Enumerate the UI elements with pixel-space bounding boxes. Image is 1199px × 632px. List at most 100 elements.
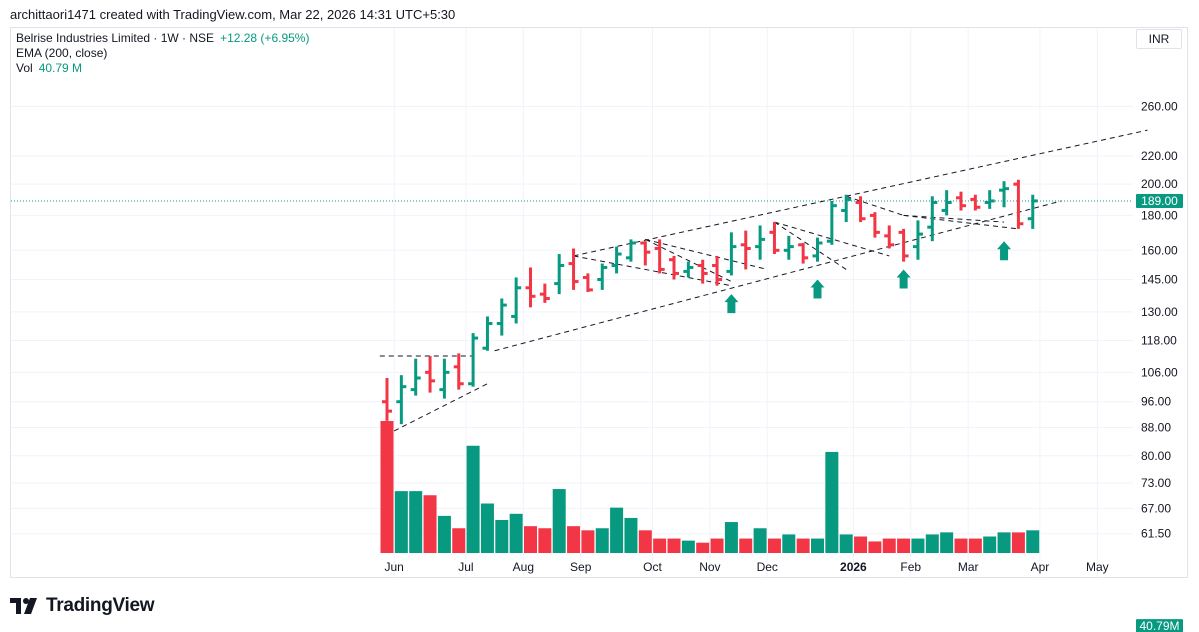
arrow-up-icon [997,241,1012,261]
trendline [774,221,847,270]
y-tick-label: 220.00 [1141,149,1178,163]
volume-bar [466,445,480,553]
volume-bar [667,538,681,553]
volume-value: 40.79 M [38,61,83,75]
volume-bar [796,538,810,553]
volume-bar [624,517,638,553]
chart-legend: Belrise Industries Limited · 1W · NSE +1… [16,31,309,76]
volume-bar [925,534,939,553]
volume-bar [581,530,595,553]
y-tick-label: 61.50 [1141,527,1171,541]
volume-bar [868,541,882,553]
volume-bar [997,532,1011,553]
volume-bar [854,536,868,553]
x-tick-label: Mar [958,560,979,574]
volume-bar [610,507,624,553]
trendline [846,195,904,216]
volume-bar [409,491,423,553]
volume-bar [739,538,753,553]
tradingview-logo[interactable]: TradingView [10,595,155,617]
x-tick-label: Jul [458,560,473,574]
volume-bar [595,528,609,553]
y-tick-label: 145.00 [1141,272,1178,286]
volume-bar [724,522,738,553]
arrow-up-icon [724,294,739,314]
price-change: +12.28 (+6.95%) [220,31,310,45]
y-tick-label: 160.00 [1141,243,1178,257]
volume-bar [1026,530,1040,553]
x-tick-label: Sep [570,560,592,574]
trendline [645,238,732,282]
volume-bar [839,534,853,553]
trendline [903,214,1005,223]
volume-bar [538,528,552,553]
chart-frame [10,27,1188,578]
tradingview-logo-icon [10,598,37,614]
x-tick-label: Jun [384,560,403,574]
last-price-badge [1136,193,1183,208]
symbol-title[interactable]: Belrise Industries Limited · 1W · NSE [16,31,215,45]
volume-bar [653,538,667,553]
y-tick-label: 106.00 [1141,365,1178,379]
x-tick-label: Feb [900,560,921,574]
y-tick-label: 80.00 [1141,449,1171,463]
x-tick-label: May [1086,560,1109,574]
volume-bar [552,489,566,553]
volume-bar [1011,532,1025,553]
y-tick-label: 180.00 [1141,208,1178,222]
y-tick-label: 67.00 [1141,501,1171,515]
volume-bar [767,538,781,553]
volume-bar [954,538,968,553]
ema-indicator-label[interactable]: EMA (200, close) [16,46,108,60]
currency-button[interactable]: INR [1136,29,1182,49]
arrow-up-icon [896,269,911,289]
volume-badge-label: 40.79M [1139,619,1179,632]
volume-indicator-label[interactable]: Vol [16,61,33,75]
volume-bar [524,526,537,553]
x-tick-label: Oct [643,560,662,574]
trendline [903,214,1019,230]
volume-bar [897,538,911,553]
volume-bar [940,532,954,553]
x-tick-label: Apr [1031,560,1050,574]
volume-bar [423,495,437,553]
volume-badge [1136,619,1183,632]
volume-bar [394,491,408,553]
arrow-up-icon [810,279,825,299]
y-tick-label: 260.00 [1141,99,1178,113]
volume-bar [911,538,925,553]
volume-bar [509,513,523,553]
last-price-label: 189.00 [1141,194,1178,208]
trendline [774,221,890,257]
x-tick-label: Dec [757,560,778,574]
volume-bar [437,515,451,553]
volume-bar [753,528,767,553]
x-tick-label: 2026 [840,560,867,574]
volume-bar [380,421,394,553]
volume-bar [495,520,509,553]
y-tick-label: 96.00 [1141,395,1171,409]
volume-bar [825,451,839,553]
x-tick-label: Aug [513,560,534,574]
trendline [645,238,768,270]
chart-credit: archittaori1471 created with TradingView… [10,7,456,22]
volume-bar [710,538,724,553]
tradingview-brand: TradingView [46,595,155,616]
y-tick-label: 88.00 [1141,421,1171,435]
y-tick-label: 118.00 [1141,334,1177,348]
y-tick-label: 73.00 [1141,476,1171,490]
y-tick-label: 200.00 [1141,177,1178,191]
x-tick-label: Nov [699,560,720,574]
volume-bar [696,542,710,553]
volume-bar [452,528,466,553]
volume-bar [638,530,652,553]
volume-bar [882,538,896,553]
volume-bar [811,538,824,553]
volume-bar [782,534,796,553]
volume-bar [983,536,997,553]
volume-bar [968,538,982,553]
trendline [494,200,1062,352]
volume-bar [480,503,494,553]
volume-bar [567,526,581,553]
